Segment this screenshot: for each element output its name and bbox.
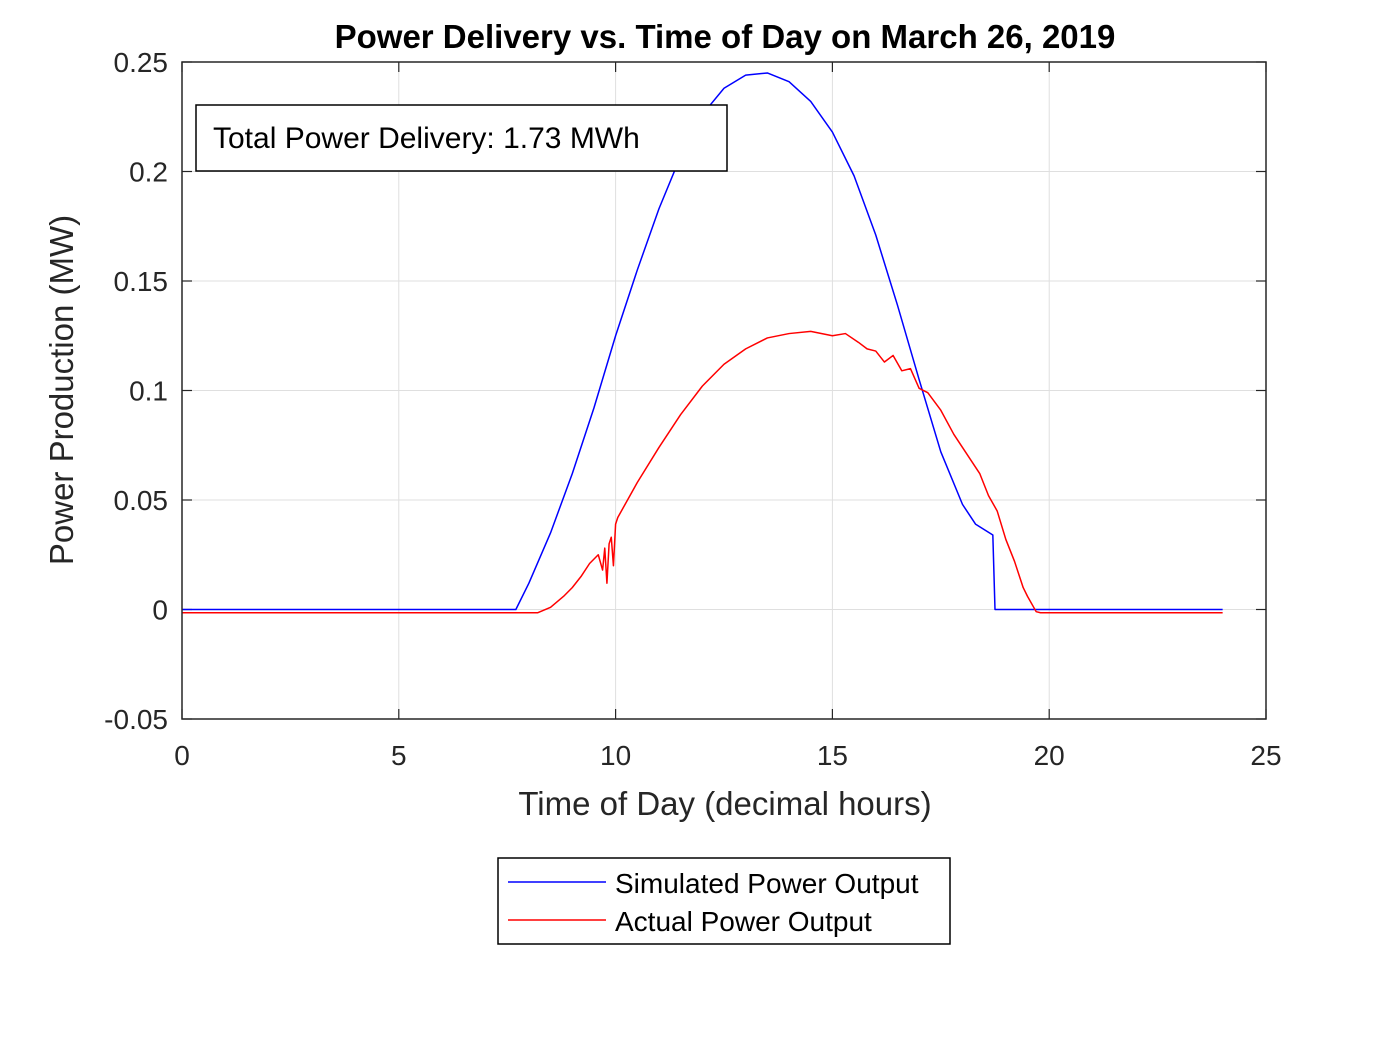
simulated-power-line [182,72,1223,611]
x-tick-label: 15 [817,740,848,771]
x-tick-labels: 0 5 10 15 20 25 [174,740,1281,771]
y-tick-label: 0.2 [129,157,168,188]
legend-border [497,857,951,945]
series-layer [182,72,1223,614]
x-tick-label: 0 [174,740,190,771]
y-tick-label: 0 [152,595,168,626]
plot-frame [181,61,1267,720]
y-tick-label: 0.25 [114,47,169,78]
y-tick-label: -0.05 [104,704,168,735]
legend: Simulated Power Output Actual Power Outp… [497,857,951,945]
x-axis-label: Time of Day (decimal hours) [518,785,931,822]
y-axis-label: Power Production (MW) [43,215,80,565]
legend-label-simulated: Simulated Power Output [615,868,919,899]
x-tick-label: 10 [600,740,631,771]
annotation-text: Total Power Delivery: 1.73 MWh [213,122,640,155]
annotation-box: Total Power Delivery: 1.73 MWh [195,104,728,172]
y-tick-label: 0.05 [114,485,169,516]
actual-power-line [182,330,1223,614]
chart-title: Power Delivery vs. Time of Day on March … [335,18,1116,55]
y-tick-label: 0.15 [114,266,169,297]
legend-label-actual: Actual Power Output [615,906,872,937]
annotation-border [195,104,728,172]
x-tick-label: 5 [391,740,407,771]
y-tick-label: 0.1 [129,376,168,407]
y-tick-labels: -0.05 0 0.05 0.1 0.15 0.2 0.25 [104,47,168,735]
x-tick-label: 25 [1250,740,1281,771]
x-tick-label: 20 [1034,740,1065,771]
